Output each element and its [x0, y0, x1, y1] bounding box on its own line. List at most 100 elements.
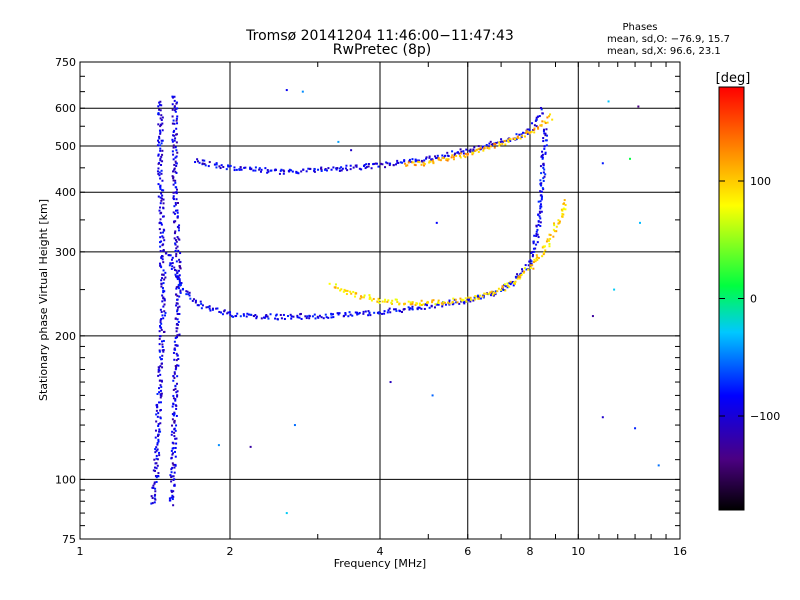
data-point: [542, 179, 545, 182]
data-point: [154, 451, 157, 454]
data-point: [159, 231, 162, 234]
data-point: [461, 298, 464, 301]
data-point: [349, 168, 352, 171]
data-point: [162, 206, 165, 209]
data-point: [160, 394, 163, 397]
data-point: [516, 273, 519, 276]
data-point: [158, 391, 161, 394]
data-point: [514, 275, 517, 278]
data-point: [378, 312, 381, 315]
data-point: [601, 416, 604, 419]
data-point: [164, 252, 167, 255]
data-point: [172, 394, 175, 397]
data-point: [157, 438, 160, 441]
data-point: [539, 211, 542, 214]
data-point: [157, 183, 160, 186]
data-point: [171, 441, 174, 444]
data-point: [175, 149, 178, 152]
data-point: [159, 396, 162, 399]
data-point: [431, 301, 434, 304]
data-point: [172, 397, 175, 400]
data-point: [171, 405, 174, 408]
data-point: [175, 382, 178, 385]
x-tick-label: 8: [527, 545, 534, 558]
data-point: [325, 316, 328, 319]
data-point: [226, 312, 229, 315]
data-point: [452, 158, 455, 161]
data-point: [313, 168, 316, 171]
data-point: [175, 366, 178, 369]
data-point: [555, 225, 558, 228]
data-point: [175, 253, 178, 256]
data-point: [170, 489, 173, 492]
data-point: [175, 424, 178, 427]
data-point: [158, 101, 161, 104]
data-point: [159, 430, 162, 433]
data-point: [171, 140, 174, 143]
data-point: [356, 313, 359, 316]
data-point: [218, 310, 221, 313]
data-point: [283, 318, 286, 321]
data-point: [381, 300, 384, 303]
data-point: [244, 166, 247, 169]
data-point: [431, 394, 434, 397]
data-point: [533, 128, 536, 131]
data-point: [472, 148, 475, 151]
data-point: [355, 165, 358, 168]
data-point: [408, 160, 411, 163]
data-point: [173, 99, 176, 102]
data-point: [358, 167, 361, 170]
data-point: [172, 144, 175, 147]
data-point: [215, 162, 218, 165]
data-point: [175, 198, 178, 201]
data-point: [162, 282, 165, 285]
colorbar-tick-label: −100: [750, 410, 780, 423]
data-point: [157, 113, 160, 116]
data-point: [344, 313, 347, 316]
data-point: [332, 313, 335, 316]
data-point: [170, 457, 173, 460]
data-point: [176, 101, 179, 104]
data-point: [228, 165, 231, 168]
data-point: [516, 135, 519, 138]
data-point: [174, 181, 177, 184]
data-point: [162, 350, 165, 353]
data-point: [174, 209, 177, 212]
data-point: [176, 211, 179, 214]
data-point: [629, 157, 632, 160]
data-point: [420, 304, 423, 307]
data-point: [150, 495, 153, 498]
data-point: [528, 260, 531, 263]
data-point: [159, 373, 162, 376]
data-point: [476, 295, 479, 298]
data-point: [367, 163, 370, 166]
data-point: [162, 215, 165, 218]
data-point: [171, 95, 174, 98]
data-point: [522, 131, 525, 134]
data-point: [518, 276, 521, 279]
data-point: [384, 166, 387, 169]
data-point: [185, 293, 188, 296]
data-point: [490, 294, 493, 297]
data-point: [159, 236, 162, 239]
data-point: [246, 312, 249, 315]
data-point: [174, 156, 177, 159]
data-point: [365, 163, 368, 166]
data-point: [192, 298, 195, 301]
data-point: [176, 375, 179, 378]
data-point: [466, 153, 469, 156]
data-point: [367, 314, 370, 317]
data-point: [174, 450, 177, 453]
data-point: [216, 307, 219, 310]
data-point: [263, 316, 266, 319]
data-point: [153, 466, 156, 469]
data-point: [289, 313, 292, 316]
data-point: [177, 237, 180, 240]
data-point: [258, 168, 261, 171]
data-point: [533, 234, 536, 237]
data-point: [300, 170, 303, 173]
data-point: [153, 494, 156, 497]
data-point: [403, 160, 406, 163]
data-point: [373, 311, 376, 314]
data-point: [374, 162, 377, 165]
